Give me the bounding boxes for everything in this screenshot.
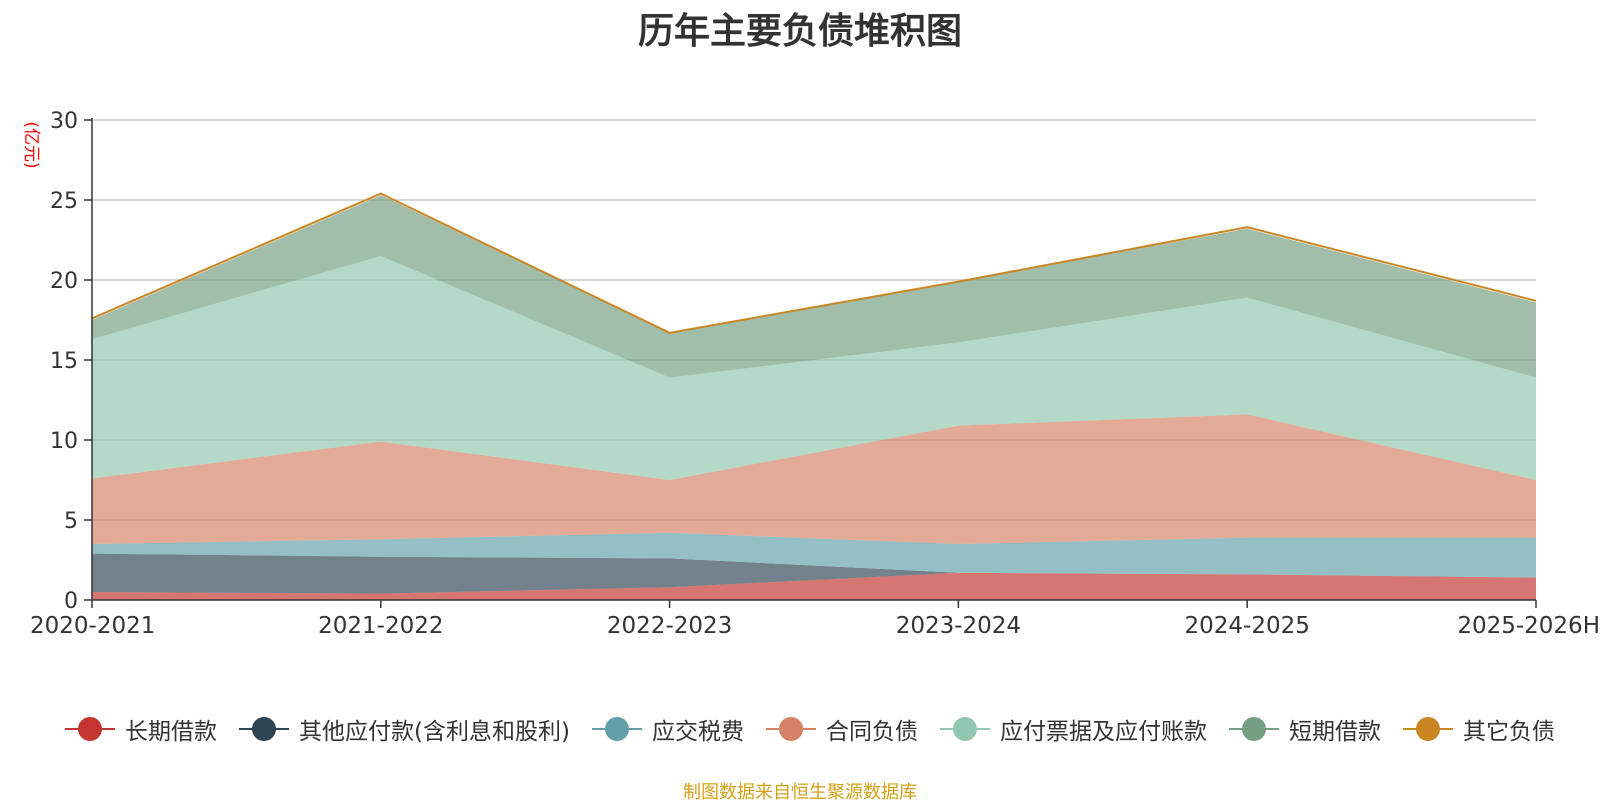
y-tick-label: 15: [50, 349, 78, 374]
total-outline-line: [91, 192, 1537, 334]
legend-item[interactable]: 其他应付款(含利息和股利): [239, 712, 570, 746]
y-tick-label: 0: [64, 589, 78, 614]
legend-marker-icon: [1228, 717, 1279, 741]
area-series-5: [92, 195, 1536, 378]
legend-marker-icon: [591, 717, 642, 741]
y-tick-label: 25: [50, 189, 78, 214]
x-tick-label: 2024-2025: [1185, 613, 1310, 639]
legend-item[interactable]: 其它负债: [1402, 712, 1555, 746]
legend-marker-icon: [765, 717, 816, 741]
area-series-0: [92, 572, 1536, 600]
x-tick-label: 2022-2023: [607, 613, 732, 639]
legend-marker-icon: [1402, 717, 1453, 741]
chart-title: 历年主要负债堆积图: [637, 11, 962, 52]
legend-item[interactable]: 短期借款: [1228, 712, 1381, 746]
legend-item[interactable]: 合同负债: [765, 712, 918, 746]
legend-label: 合同负债: [825, 719, 918, 745]
area-series-2: [92, 532, 1536, 578]
area-series-4: [92, 256, 1536, 480]
legend-marker-icon: [939, 717, 990, 741]
y-tick-label: 10: [50, 429, 78, 454]
y-tick-label: 20: [50, 269, 78, 294]
x-tick-label: 2021-2022: [318, 613, 443, 639]
legend-label: 应交税费: [651, 719, 744, 745]
legend-label: 其它负债: [1462, 719, 1555, 745]
y-tick-label: 5: [64, 509, 78, 534]
legend-label: 其他应付款(含利息和股利): [299, 719, 570, 745]
x-tick-label: 2020-2021: [30, 613, 155, 639]
legend-label: 短期借款: [1288, 719, 1381, 745]
y-axis-unit-label: (亿元): [21, 121, 41, 168]
area-series-3: [92, 414, 1536, 544]
legend-label: 长期借款: [125, 719, 218, 745]
legend-item[interactable]: 应交税费: [591, 712, 744, 746]
axes: 0 5 10 15 20 25 30 (亿元) 2020-2021 2021-2022 2022-2…: [21, 109, 1600, 639]
legend-marker-icon: [65, 717, 116, 741]
legend-item[interactable]: 应付票据及应付账款: [939, 712, 1207, 746]
legend-marker-icon: [239, 717, 290, 741]
legend-label: 应付票据及应付账款: [999, 719, 1207, 745]
area-series-1: [92, 553, 1536, 594]
x-tick-label: 2025-2026H: [1457, 613, 1600, 639]
x-tick-label: 2023-2024: [896, 613, 1021, 639]
legend: 长期借款 其他应付款(含利息和股利) 应交税费 合同负债 应付票据及应付账款 短期借款 其它…: [30, 712, 1590, 746]
legend-item[interactable]: 长期借款: [65, 712, 217, 746]
y-tick-label: 30: [50, 109, 78, 134]
data-source-note: 制图数据来自恒生聚源数据库: [683, 782, 917, 803]
area-series-group: [91, 192, 1537, 600]
